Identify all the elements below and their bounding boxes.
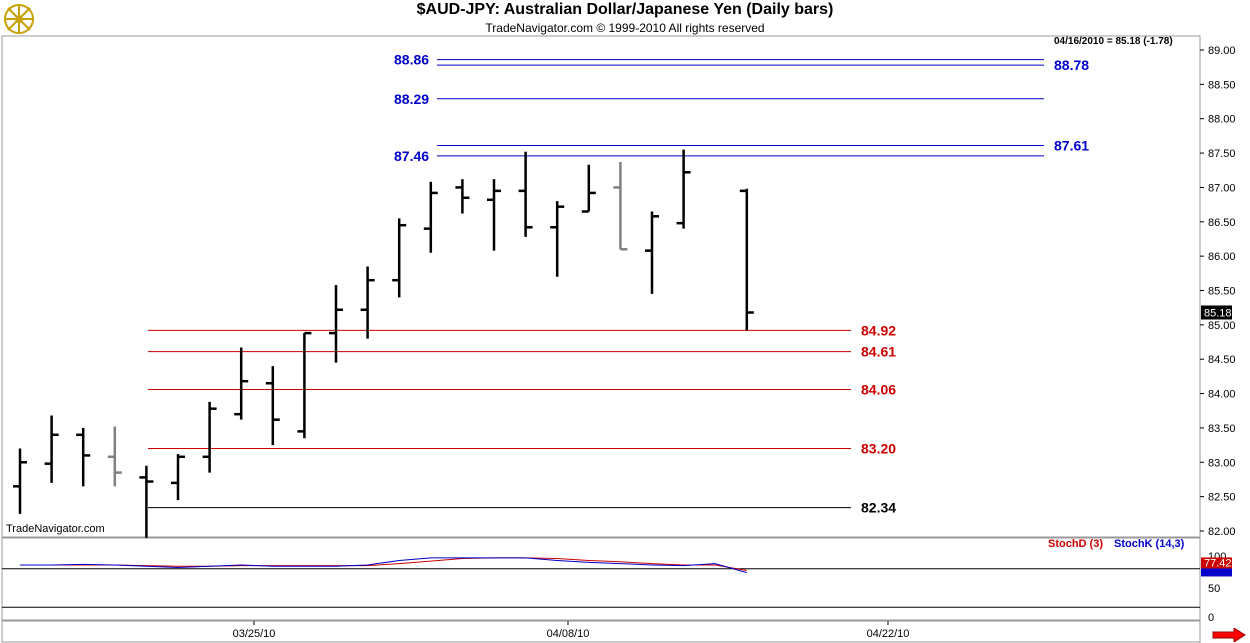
ohlc-bar [76,427,91,487]
resistance-label: 87.46 [394,148,429,164]
ohlc-bar [423,181,438,253]
indicator-panel-border [1,537,1201,621]
last-price-box [1201,305,1232,320]
ohlc-bar [550,201,565,277]
stochd-legend: StochD (3) [1048,538,1103,550]
ohlc-bar [392,218,407,298]
chart-title: $AUD-JPY: Australian Dollar/Japanese Yen… [416,1,834,18]
support-label: 84.92 [861,322,896,338]
ohlc-bar [139,465,154,538]
y-tick-label: 83.00 [1208,457,1236,469]
price-panel-border [1,35,1201,538]
support-label: 84.06 [861,381,896,397]
price-bars [13,149,754,538]
stoch-tick-label: 50 [1208,583,1220,595]
last-price-label: 85.18 [1204,307,1232,319]
x-tick-label: 03/25/10 [233,628,276,640]
ohlc-bar [487,179,501,251]
ohlc-bar [297,331,312,439]
x-tick-label: 04/22/10 [867,628,910,640]
resistance-label: 87.61 [1054,138,1089,154]
y-tick-label: 87.50 [1208,148,1236,160]
stochd-value-box [1201,557,1232,569]
y-tick-label: 86.50 [1208,217,1236,229]
ohlc-bar [739,188,754,331]
ohlc-bar [13,448,27,514]
ohlc-bar [329,285,343,363]
y-tick-label: 87.00 [1208,182,1236,194]
y-tick-label: 83.50 [1208,423,1236,435]
tradenavigator-logo [4,4,34,34]
x-tick-label: 04/08/10 [547,628,590,640]
stochk-legend: StochK (14,3) [1114,538,1185,550]
stochk-value-box [1201,568,1232,577]
y-tick-label: 84.00 [1208,389,1236,401]
y-tick-label: 82.00 [1208,526,1236,538]
resistance-label: 88.78 [1054,57,1089,73]
y-tick-label: 85.50 [1208,286,1236,298]
ohlc-bar [171,454,185,501]
ohlc-bar [360,266,375,339]
date-panel-border [1,620,1201,643]
scroll-right-arrow-icon[interactable] [1212,628,1246,642]
y-tick-label: 85.00 [1208,320,1236,332]
y-tick-label: 82.50 [1208,492,1236,504]
date-axis: 03/25/10 04/08/10 04/22/10 [233,621,910,640]
ohlc-bar [202,401,217,473]
ohlc-bar [107,426,122,487]
ohlc-bar [265,366,280,446]
ohlc-bar [234,347,249,420]
y-tick-label: 88.50 [1208,79,1236,91]
chart-frame [1,35,1201,643]
support-label: 84.61 [861,344,896,360]
ohlc-bar [455,179,470,214]
y-tick-label: 89.00 [1208,45,1236,57]
resistance-label: 88.29 [394,91,429,107]
stochd-line [20,557,747,571]
ohlc-bar [518,151,533,237]
support-label: 82.34 [861,500,896,516]
y-tick-label: 84.50 [1208,354,1236,366]
stochk-line [20,557,747,574]
ohlc-bar [645,211,659,294]
ohlc-bar [676,149,691,229]
price-axis: 82.00 82.50 83.00 83.50 84.00 84.50 85.00 85.50… [1200,45,1236,538]
ohlc-bar [581,164,596,213]
ohlc-bar [44,415,59,483]
last-quote: 04/16/2010 = 85.18 (-1.78) [1054,36,1173,47]
price-levels: 88.86 88.78 88.29 87.61 87.46 84.92 84.61 84.06… [148,52,1089,516]
y-tick-label: 88.00 [1208,114,1236,126]
copyright-subtitle: TradeNavigator.com © 1999-2010 All right… [485,21,765,35]
stochd-value-label: 77.42 [1204,557,1232,569]
watermark: TradeNavigator.com [6,523,105,535]
stoch-tick-label: 0 [1208,612,1214,624]
support-label: 83.20 [861,441,896,457]
y-tick-label: 86.00 [1208,251,1236,263]
resistance-label: 88.86 [394,52,429,68]
ohlc-bar [613,162,628,251]
